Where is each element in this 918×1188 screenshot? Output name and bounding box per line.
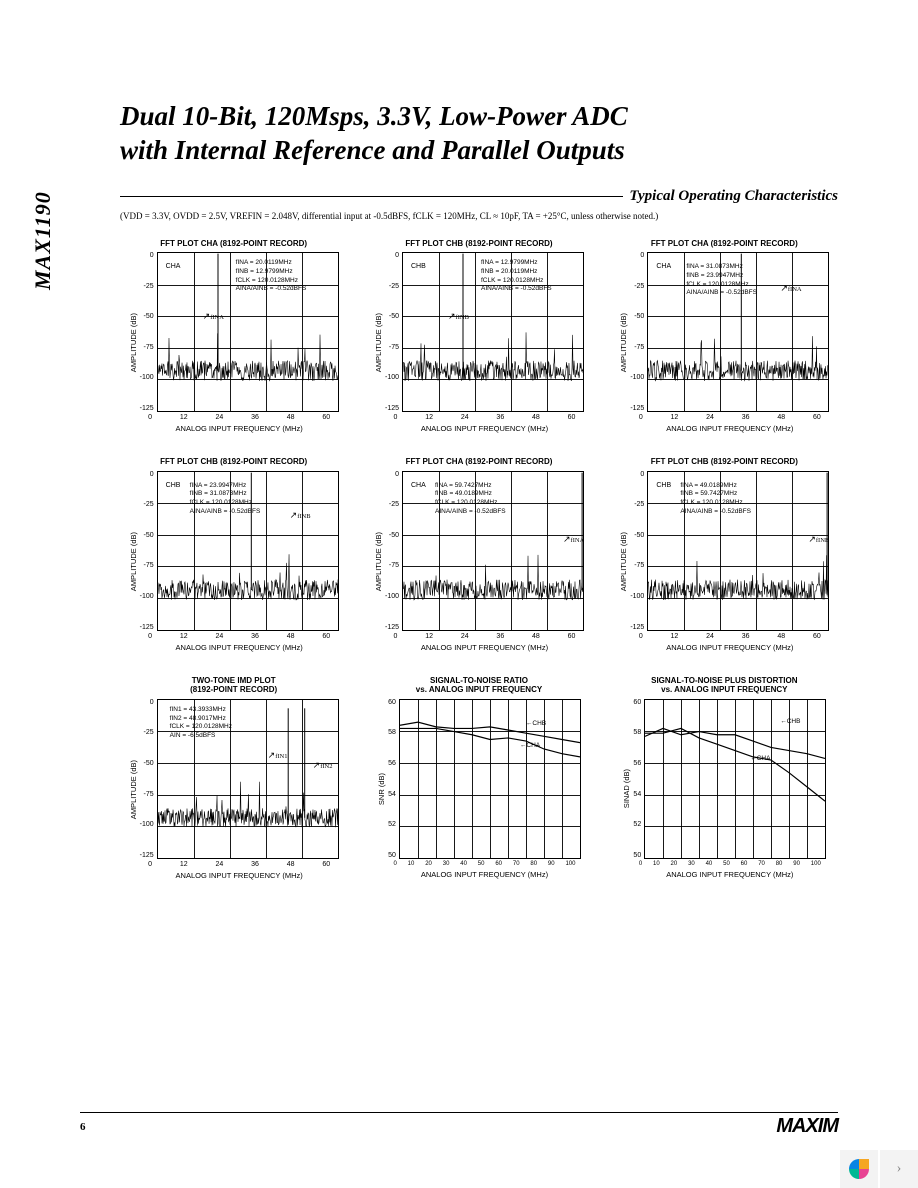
channel-label: CHA xyxy=(656,263,671,270)
x-axis-label: ANALOG INPUT FREQUENCY (MHz) xyxy=(421,643,548,652)
y-ticks: 0-25-50-75-100-125 xyxy=(630,252,647,412)
y-axis-label: AMPLITUDE (dB) xyxy=(374,313,383,372)
x-axis-label: ANALOG INPUT FREQUENCY (MHz) xyxy=(666,424,793,433)
x-axis-label: ANALOG INPUT FREQUENCY (MHz) xyxy=(421,424,548,433)
line-chart: SIGNAL-TO-NOISE PLUS DISTORTION vs. ANAL… xyxy=(611,676,838,880)
x-axis-label: ANALOG INPUT FREQUENCY (MHz) xyxy=(176,424,303,433)
y-ticks: 0-25-50-75-100-125 xyxy=(385,252,402,412)
chart-title: SIGNAL-TO-NOISE PLUS DISTORTION vs. ANAL… xyxy=(651,676,797,695)
x-ticks: 01224364860 xyxy=(393,414,575,421)
y-axis-label: SNR (dB) xyxy=(377,773,386,805)
maxim-logo: MAXIM xyxy=(776,1115,838,1138)
channel-label: CHA xyxy=(411,482,426,489)
chart-params: fINA = 31.0873MHz fINB = 23.9947MHz fCLK… xyxy=(686,263,757,298)
series-label: ←CHB xyxy=(780,718,800,725)
chart-params: fINA = 20.0119MHz fINB = 12.9799MHz fCLK… xyxy=(236,259,307,294)
y-ticks: 0-25-50-75-100-125 xyxy=(630,471,647,631)
y-axis-label: AMPLITUDE (dB) xyxy=(129,760,138,819)
fft-chart: FFT PLOT CHB (8192-POINT RECORD) AMPLITU… xyxy=(611,457,838,652)
chart-title: FFT PLOT CHB (8192-POINT RECORD) xyxy=(405,239,552,249)
plot-area: CHA fINA = 20.0119MHz fINB = 12.9799MHz … xyxy=(157,252,339,412)
fft-chart: FFT PLOT CHA (8192-POINT RECORD) AMPLITU… xyxy=(611,239,838,434)
fft-chart: FFT PLOT CHA (8192-POINT RECORD) AMPLITU… xyxy=(120,239,347,434)
y-ticks: 0-25-50-75-100-125 xyxy=(140,699,157,859)
y-axis-label: AMPLITUDE (dB) xyxy=(374,532,383,591)
plot-area: CHB fINA = 49.0189MHz fINB = 59.7427MHz … xyxy=(647,471,829,631)
chart-params: fIN1 = 43.3933MHz fIN2 = 48.9017MHz fCLK… xyxy=(170,706,232,741)
chart-params: fINA = 59.7427MHz fINB = 49.0189MHz fCLK… xyxy=(435,482,506,517)
y-ticks: 0-25-50-75-100-125 xyxy=(140,252,157,412)
series-label: ←CHB xyxy=(526,720,546,727)
x-axis-label: ANALOG INPUT FREQUENCY (MHz) xyxy=(176,871,303,880)
series-label: ←CHA xyxy=(750,755,770,762)
fft-chart: FFT PLOT CHB (8192-POINT RECORD) AMPLITU… xyxy=(120,457,347,652)
x-ticks: 01224364860 xyxy=(393,633,575,640)
chart-title: FFT PLOT CHA (8192-POINT RECORD) xyxy=(160,239,307,249)
y-axis-label: AMPLITUDE (dB) xyxy=(129,532,138,591)
chart-title: FFT PLOT CHA (8192-POINT RECORD) xyxy=(406,457,553,467)
x-axis-label: ANALOG INPUT FREQUENCY (MHz) xyxy=(666,643,793,652)
plot-area: CHB fINA = 23.9947MHz fINB = 31.0873MHz … xyxy=(157,471,339,631)
page-title: Dual 10-Bit, 120Msps, 3.3V, Low-Power AD… xyxy=(120,100,838,168)
plot-area: fIN1 = 43.3933MHz fIN2 = 48.9017MHz fCLK… xyxy=(157,699,339,859)
corner-widget: › xyxy=(840,1150,918,1188)
fft-chart: FFT PLOT CHB (8192-POINT RECORD) AMPLITU… xyxy=(365,239,592,434)
corner-logo-icon[interactable] xyxy=(840,1150,878,1188)
section-label: Typical Operating Characteristics xyxy=(623,188,838,205)
chart-params: fINA = 49.0189MHz fINB = 59.7427MHz fCLK… xyxy=(680,482,751,517)
y-ticks: 0-25-50-75-100-125 xyxy=(140,471,157,631)
x-axis-label: ANALOG INPUT FREQUENCY (MHz) xyxy=(176,643,303,652)
y-axis-label: AMPLITUDE (dB) xyxy=(619,313,628,372)
imd-chart: TWO-TONE IMD PLOT (8192-POINT RECORD) AM… xyxy=(120,676,347,880)
plot-area: CHA fINA = 59.7427MHz fINB = 49.0189MHz … xyxy=(402,471,584,631)
chart-params: fINA = 23.9947MHz fINB = 31.0873MHz fCLK… xyxy=(190,482,261,517)
plot-area: ←CHB ←CHA xyxy=(399,699,581,859)
section-header: Typical Operating Characteristics xyxy=(120,188,838,205)
peak-arrow-label: ↗fIN2 xyxy=(313,760,333,771)
chart-title: FFT PLOT CHB (8192-POINT RECORD) xyxy=(160,457,307,467)
y-ticks: 605856545250 xyxy=(388,699,399,859)
x-ticks: 01224364860 xyxy=(148,633,330,640)
charts-grid: FFT PLOT CHA (8192-POINT RECORD) AMPLITU… xyxy=(120,239,838,880)
chart-title: SIGNAL-TO-NOISE RATIO vs. ANALOG INPUT F… xyxy=(416,676,542,695)
fft-chart: FFT PLOT CHA (8192-POINT RECORD) AMPLITU… xyxy=(365,457,592,652)
x-ticks: 01224364860 xyxy=(148,861,330,868)
channel-label: CHB xyxy=(411,263,426,270)
peak-arrow-label: ↗fINB xyxy=(290,510,311,521)
title-line-2: with Internal Reference and Parallel Out… xyxy=(120,135,625,165)
x-axis-label: ANALOG INPUT FREQUENCY (MHz) xyxy=(421,870,548,879)
channel-label: CHB xyxy=(656,482,671,489)
x-ticks: 01224364860 xyxy=(148,414,330,421)
chart-title: FFT PLOT CHB (8192-POINT RECORD) xyxy=(651,457,798,467)
channel-label: CHA xyxy=(166,263,181,270)
plot-area: CHA fINA = 31.0873MHz fINB = 23.9947MHz … xyxy=(647,252,829,412)
chart-params: fINA = 12.9799MHz fINB = 20.0119MHz fCLK… xyxy=(481,259,552,294)
chart-title: FFT PLOT CHA (8192-POINT RECORD) xyxy=(651,239,798,249)
peak-arrow-label: ↗fIN1 xyxy=(268,750,288,761)
y-axis-label: AMPLITUDE (dB) xyxy=(619,532,628,591)
series-label: ←CHA xyxy=(520,742,540,749)
x-axis-label: ANALOG INPUT FREQUENCY (MHz) xyxy=(666,870,793,879)
y-axis-label: AMPLITUDE (dB) xyxy=(129,313,138,372)
footer-rule xyxy=(80,1112,838,1113)
title-line-1: Dual 10-Bit, 120Msps, 3.3V, Low-Power AD… xyxy=(120,101,628,131)
y-ticks: 605856545250 xyxy=(633,699,644,859)
x-ticks: 01224364860 xyxy=(639,633,821,640)
chart-title: TWO-TONE IMD PLOT (8192-POINT RECORD) xyxy=(190,676,277,695)
x-ticks: 0102030405060708090100 xyxy=(393,861,575,867)
page-number: 6 xyxy=(80,1121,86,1133)
test-conditions: (VDD = 3.3V, OVDD = 2.5V, VREFIN = 2.048… xyxy=(120,211,838,221)
x-ticks: 01224364860 xyxy=(639,414,821,421)
line-chart: SIGNAL-TO-NOISE RATIO vs. ANALOG INPUT F… xyxy=(365,676,592,880)
part-number: MAX1190 xyxy=(30,191,56,290)
channel-label: CHB xyxy=(166,482,181,489)
y-ticks: 0-25-50-75-100-125 xyxy=(385,471,402,631)
plot-area: CHB fINA = 12.9799MHz fINB = 20.0119MHz … xyxy=(402,252,584,412)
y-axis-label: SINAD (dB) xyxy=(622,769,631,808)
x-ticks: 0102030405060708090100 xyxy=(639,861,821,867)
plot-area: ←CHB ←CHA xyxy=(644,699,826,859)
section-divider xyxy=(120,196,623,197)
corner-next-icon[interactable]: › xyxy=(880,1150,918,1188)
